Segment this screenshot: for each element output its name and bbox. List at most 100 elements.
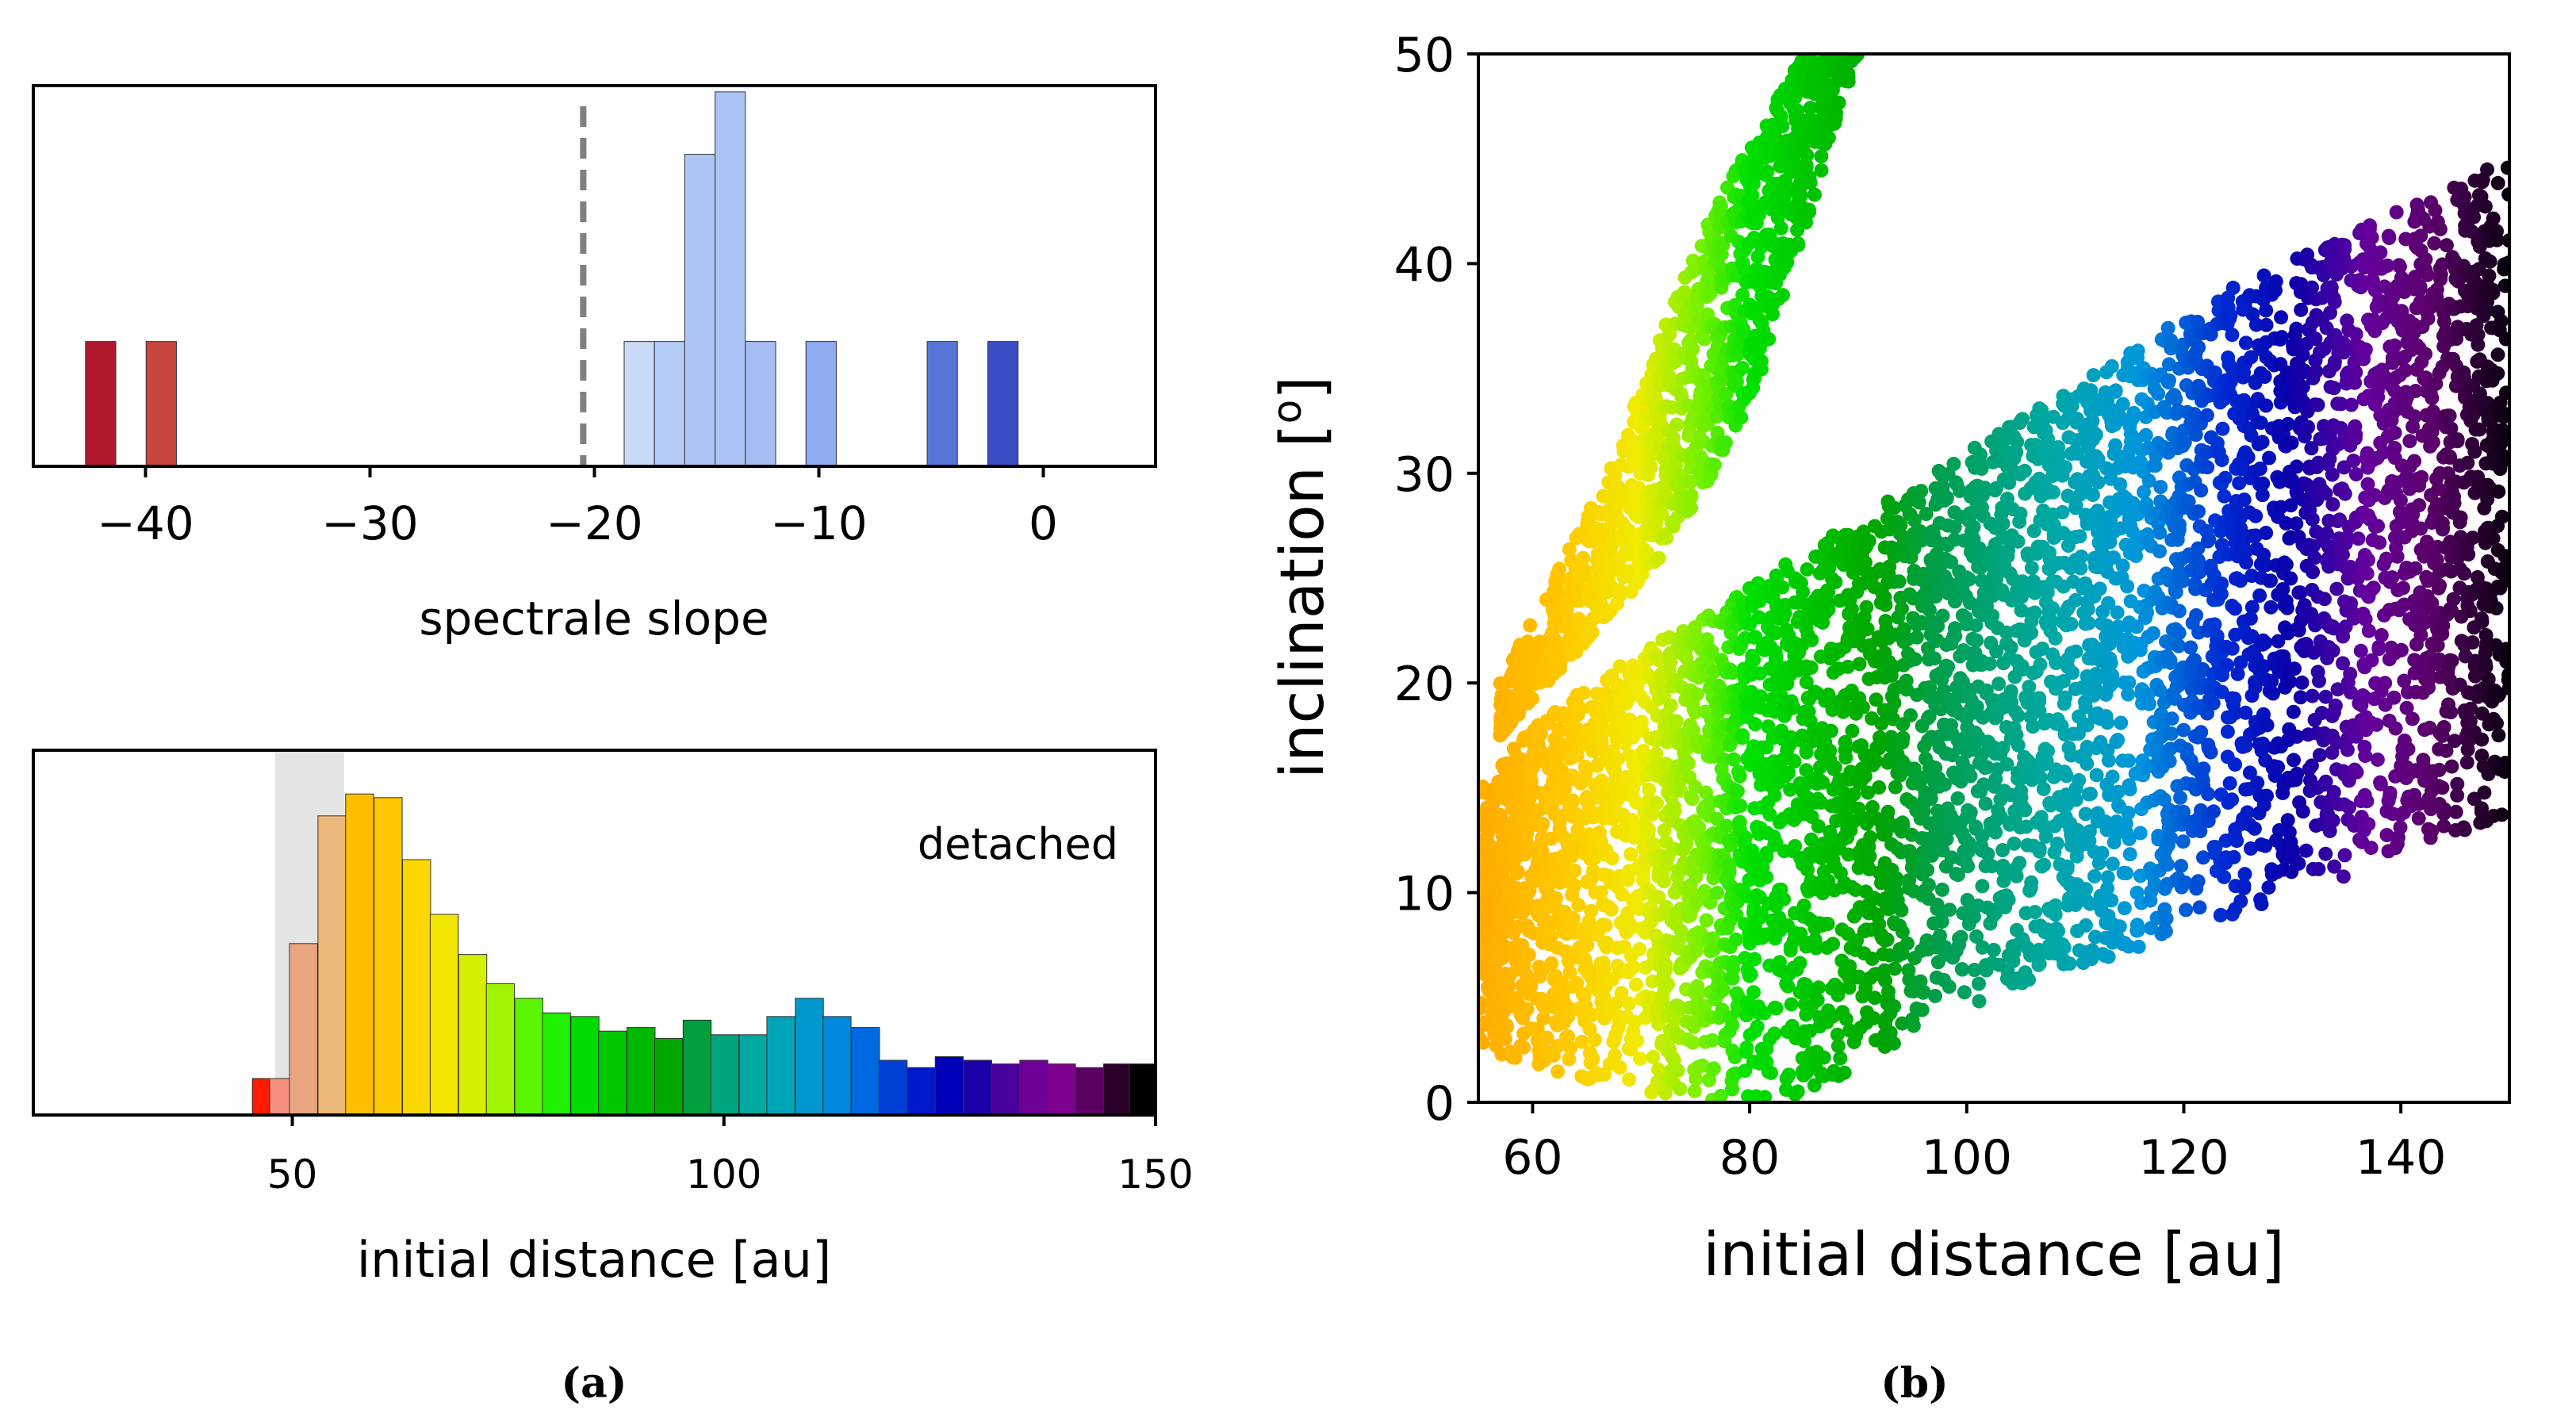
scatter-point	[1523, 618, 1538, 633]
scatter-point	[1820, 917, 1835, 931]
slope-bar-7	[805, 341, 837, 467]
scatter-point	[2162, 373, 2176, 388]
scatter-point	[1670, 1063, 1685, 1078]
scatter-point	[2220, 724, 2235, 739]
distance-bar-16	[682, 1019, 712, 1116]
scatter-point	[2007, 836, 2022, 851]
scatter-point	[2104, 893, 2119, 908]
distance-axes-frame	[32, 749, 1157, 1117]
scatter-point	[1961, 836, 1976, 851]
scatter-point	[2015, 412, 2030, 427]
scatter-point	[2024, 561, 2039, 576]
distance-bar-20	[795, 998, 824, 1116]
slope-bars	[85, 91, 1019, 467]
slope-tick-label-1: −30	[321, 496, 418, 550]
slope-bar-9	[987, 341, 1019, 467]
scatter-point	[1804, 660, 1819, 675]
scatter-point	[1792, 956, 1807, 971]
scatter-point	[1790, 1084, 1805, 1099]
scatter-point	[2059, 768, 2074, 784]
scatter-point	[2120, 579, 2135, 594]
distance-bar-3	[317, 815, 347, 1116]
scatter-point	[2057, 940, 2072, 955]
scatter-point	[1867, 990, 1882, 1006]
scatter-point	[2010, 435, 2025, 450]
scatter-point	[1903, 708, 1918, 723]
scatter-point	[1899, 936, 1915, 951]
scatter-point	[1775, 119, 1790, 134]
scatter-point	[1735, 728, 1750, 743]
distance-bar-27	[991, 1063, 1020, 1116]
scatter-point	[2130, 923, 2145, 938]
slope-bar-2	[623, 341, 655, 467]
scatter-point	[1928, 988, 1942, 1003]
scatter-point	[2022, 972, 2036, 987]
scatter-point	[1599, 935, 1614, 950]
distance-bar-28	[1019, 1059, 1048, 1116]
scatter-point	[1761, 331, 1777, 347]
scatter-point	[1685, 791, 1700, 807]
scatter-point	[2160, 320, 2175, 335]
scatter-point	[1728, 932, 1743, 947]
scatter-point	[1667, 804, 1682, 819]
scatter-point	[2160, 857, 2175, 872]
scatter-point	[2131, 939, 2146, 954]
scatter-point	[1750, 1019, 1765, 1034]
scatter-point	[1500, 914, 1515, 929]
scatter-point	[2194, 725, 2209, 740]
scatter-point	[1781, 979, 1796, 994]
scatter-point	[1612, 1060, 1627, 1075]
scatter-point	[1777, 892, 1792, 906]
scatter-point	[1718, 435, 1733, 450]
scatter-point	[1727, 752, 1741, 767]
scatter-point	[2215, 421, 2230, 436]
scatter-point	[2068, 792, 2083, 807]
scatter-point	[2164, 830, 2179, 845]
distance-bar-11	[542, 1012, 571, 1116]
scatter-point	[1963, 768, 1978, 784]
scatter-point	[1734, 410, 1749, 425]
scatter-point	[1587, 1033, 1602, 1048]
scatter-point	[1535, 816, 1551, 831]
scatter-point	[1934, 882, 1949, 897]
scatter-point	[1814, 163, 1829, 178]
scatter-point	[1887, 961, 1902, 976]
scatter-point	[1978, 796, 1993, 811]
scatter-point	[1775, 580, 1790, 595]
scatter-point	[1570, 975, 1585, 990]
scatter-point	[2126, 405, 2141, 420]
scatter-point	[1796, 584, 1811, 600]
scatter-point	[2091, 475, 2106, 490]
scatter-point	[1966, 519, 1981, 534]
scatter-point	[1549, 891, 1563, 906]
distance-bar-6	[402, 859, 431, 1116]
scatter-point	[2179, 902, 2194, 918]
scatter-point	[2206, 695, 2221, 711]
scatter-point	[1719, 818, 1735, 833]
scatter-point	[1521, 948, 1536, 962]
distance-bar-2	[289, 943, 318, 1116]
scatter-point	[1746, 653, 1761, 668]
scatter-point	[1650, 795, 1664, 810]
scatter-point	[2078, 807, 2093, 822]
scatter-point	[2001, 892, 2016, 907]
scatter-point	[1942, 902, 1957, 918]
scatter-point	[1878, 597, 1893, 612]
scatter-point	[1684, 488, 1699, 503]
scatter-point	[1585, 625, 1600, 640]
scatter-point	[1669, 417, 1685, 432]
scatter-point	[1604, 851, 1620, 866]
slope-tick-label-4: 0	[1029, 496, 1058, 550]
scatter-point	[1732, 768, 1747, 784]
distance-bar-29	[1047, 1063, 1076, 1116]
scatter-point	[1612, 659, 1627, 674]
scatter-point	[1580, 937, 1595, 952]
scatter-point	[1773, 220, 1788, 236]
scatter-point	[2036, 781, 2051, 796]
scatter-point	[1950, 791, 1965, 806]
scatter-point	[1705, 1033, 1720, 1048]
scatter-point	[2142, 696, 2156, 711]
scatter-point	[2105, 769, 2120, 784]
scatter-point	[2027, 905, 2042, 920]
